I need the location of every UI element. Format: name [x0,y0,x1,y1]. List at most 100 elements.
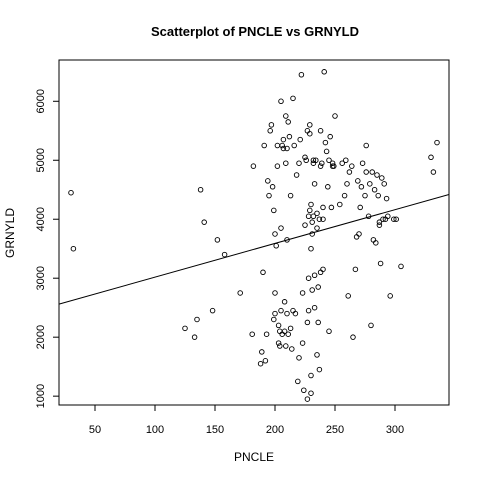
data-point [434,139,440,146]
data-point [298,71,305,78]
plot-frame [58,59,450,406]
data-point [237,290,243,296]
data-point [375,192,381,199]
y-tick-label: 4000 [35,207,47,231]
data-point [278,307,284,314]
data-point [277,343,283,349]
data-point [267,128,273,134]
data-point [332,113,338,119]
data-point [292,310,299,317]
x-tick-label: 150 [206,424,224,436]
data-point [201,219,207,225]
data-point [287,192,294,199]
data-point [362,192,368,199]
data-point [343,157,349,164]
data-point [182,325,188,332]
data-point [299,290,306,296]
data-point [307,122,313,128]
data-point [308,201,314,208]
data-point [281,299,288,305]
data-point [344,181,350,187]
data-point [387,293,393,299]
data-point [305,307,312,314]
data-point [376,222,383,228]
x-axis: 50 100 150 200 250 300 [89,405,404,436]
data-point [290,95,296,102]
data-point [197,186,204,193]
data-point [339,160,345,166]
data-point [307,130,313,137]
data-point [285,331,291,337]
data-point [308,372,314,379]
data-point [326,328,332,335]
data-point [322,139,329,146]
data-point [368,322,374,329]
data-point [265,178,271,184]
data-point [284,145,290,152]
data-point [315,284,321,290]
data-point [317,128,324,134]
data-points [68,69,440,402]
data-point [317,163,324,169]
data-point [379,175,385,181]
data-point [341,192,348,199]
data-point [321,69,327,75]
data-point [272,310,278,317]
data-point [261,142,267,149]
data-point [272,231,278,237]
data-point [316,366,323,373]
data-point [281,328,288,335]
data-point [314,210,320,217]
data-point [310,213,317,220]
data-point [350,334,356,340]
data-point [369,169,375,175]
data-point [325,184,331,190]
data-point [301,387,307,394]
data-point [315,319,321,326]
data-point [309,287,315,293]
data-point [307,207,313,214]
data-point [266,192,272,199]
data-point [70,245,77,252]
data-point [297,136,303,143]
y-axis-title: GRNYLD [3,208,17,258]
y-tick-label: 2000 [35,325,47,349]
data-point [377,260,384,267]
regression-line [58,193,450,305]
data-point [320,204,326,211]
data-point [331,163,337,169]
data-point [296,355,302,361]
data-point [329,160,336,166]
data-point [275,340,282,346]
data-point [278,225,284,231]
data-point [275,322,282,329]
x-tick-label: 50 [89,424,101,436]
data-point [271,316,277,323]
data-point [289,346,295,352]
data-point [357,204,363,211]
data-point [68,189,74,196]
data-point [391,216,397,222]
data-point [299,340,306,346]
data-point [305,213,312,220]
data-point [279,142,285,149]
data-point [309,231,315,237]
data-point [293,172,300,178]
data-point [316,216,323,222]
data-point [302,154,308,161]
data-point [311,272,318,279]
data-point [311,181,318,187]
data-point [310,157,317,164]
x-tick-label: 300 [386,424,404,436]
data-point [311,304,318,311]
data-point [319,160,325,166]
data-point [314,352,320,358]
data-point [296,160,302,166]
data-point [273,243,279,249]
data-point [250,163,257,169]
data-point [271,207,277,214]
data-point [376,219,383,225]
data-point [385,213,391,220]
data-point [313,157,319,164]
data-point [430,169,437,175]
